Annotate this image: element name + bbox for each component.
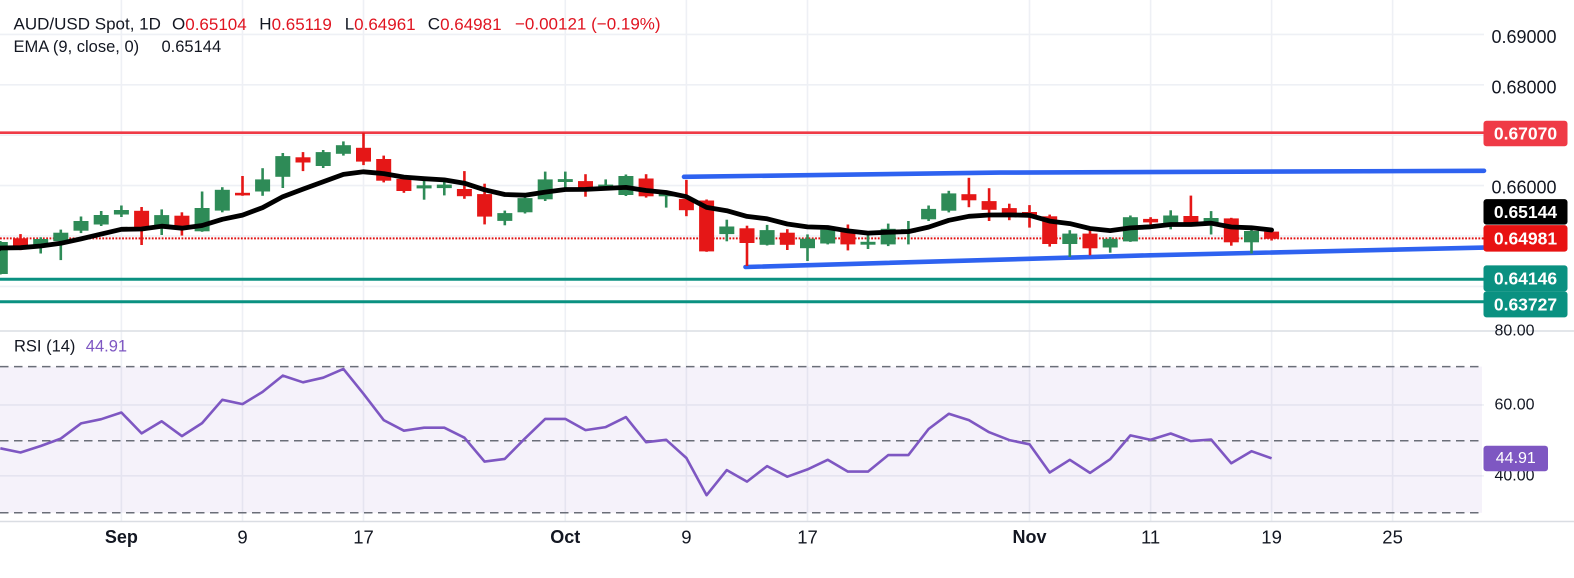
svg-text:19: 19 xyxy=(1261,527,1282,548)
svg-text:9: 9 xyxy=(237,527,247,548)
svg-text:0.69000: 0.69000 xyxy=(1492,27,1557,47)
svg-text:O0.65104: O0.65104 xyxy=(172,15,247,34)
svg-text:C0.64981: C0.64981 xyxy=(428,15,502,34)
svg-text:L0.64961: L0.64961 xyxy=(345,15,416,34)
svg-text:0.63727: 0.63727 xyxy=(1494,294,1557,314)
svg-text:0.64981: 0.64981 xyxy=(1494,228,1558,248)
svg-text:40.00: 40.00 xyxy=(1495,468,1535,485)
svg-text:17: 17 xyxy=(797,527,818,548)
svg-text:EMA (9, close, 0): EMA (9, close, 0) xyxy=(14,38,140,56)
svg-text:0.64146: 0.64146 xyxy=(1494,268,1558,288)
svg-text:Sep: Sep xyxy=(105,527,138,547)
svg-text:17: 17 xyxy=(353,527,374,548)
svg-text:H0.65119: H0.65119 xyxy=(259,15,331,34)
svg-text:0.65144: 0.65144 xyxy=(162,38,222,56)
svg-text:9: 9 xyxy=(681,527,691,548)
svg-text:RSI (14): RSI (14) xyxy=(14,338,75,356)
svg-text:44.91: 44.91 xyxy=(86,338,127,356)
svg-text:0.68000: 0.68000 xyxy=(1492,77,1557,97)
svg-text:Oct: Oct xyxy=(550,527,580,547)
svg-text:60.00: 60.00 xyxy=(1495,396,1535,413)
svg-text:0.67070: 0.67070 xyxy=(1494,124,1558,144)
svg-text:0.66000: 0.66000 xyxy=(1492,178,1557,198)
svg-text:AUD/USD Spot, 1D: AUD/USD Spot, 1D xyxy=(14,15,161,34)
svg-text:80.00: 80.00 xyxy=(1495,323,1535,340)
svg-text:−0.00121 (−0.19%): −0.00121 (−0.19%) xyxy=(515,15,661,34)
svg-text:25: 25 xyxy=(1382,527,1403,548)
svg-text:0.65144: 0.65144 xyxy=(1494,202,1558,222)
svg-text:Nov: Nov xyxy=(1012,527,1046,547)
svg-text:44.91: 44.91 xyxy=(1496,450,1536,467)
svg-text:11: 11 xyxy=(1141,527,1160,548)
